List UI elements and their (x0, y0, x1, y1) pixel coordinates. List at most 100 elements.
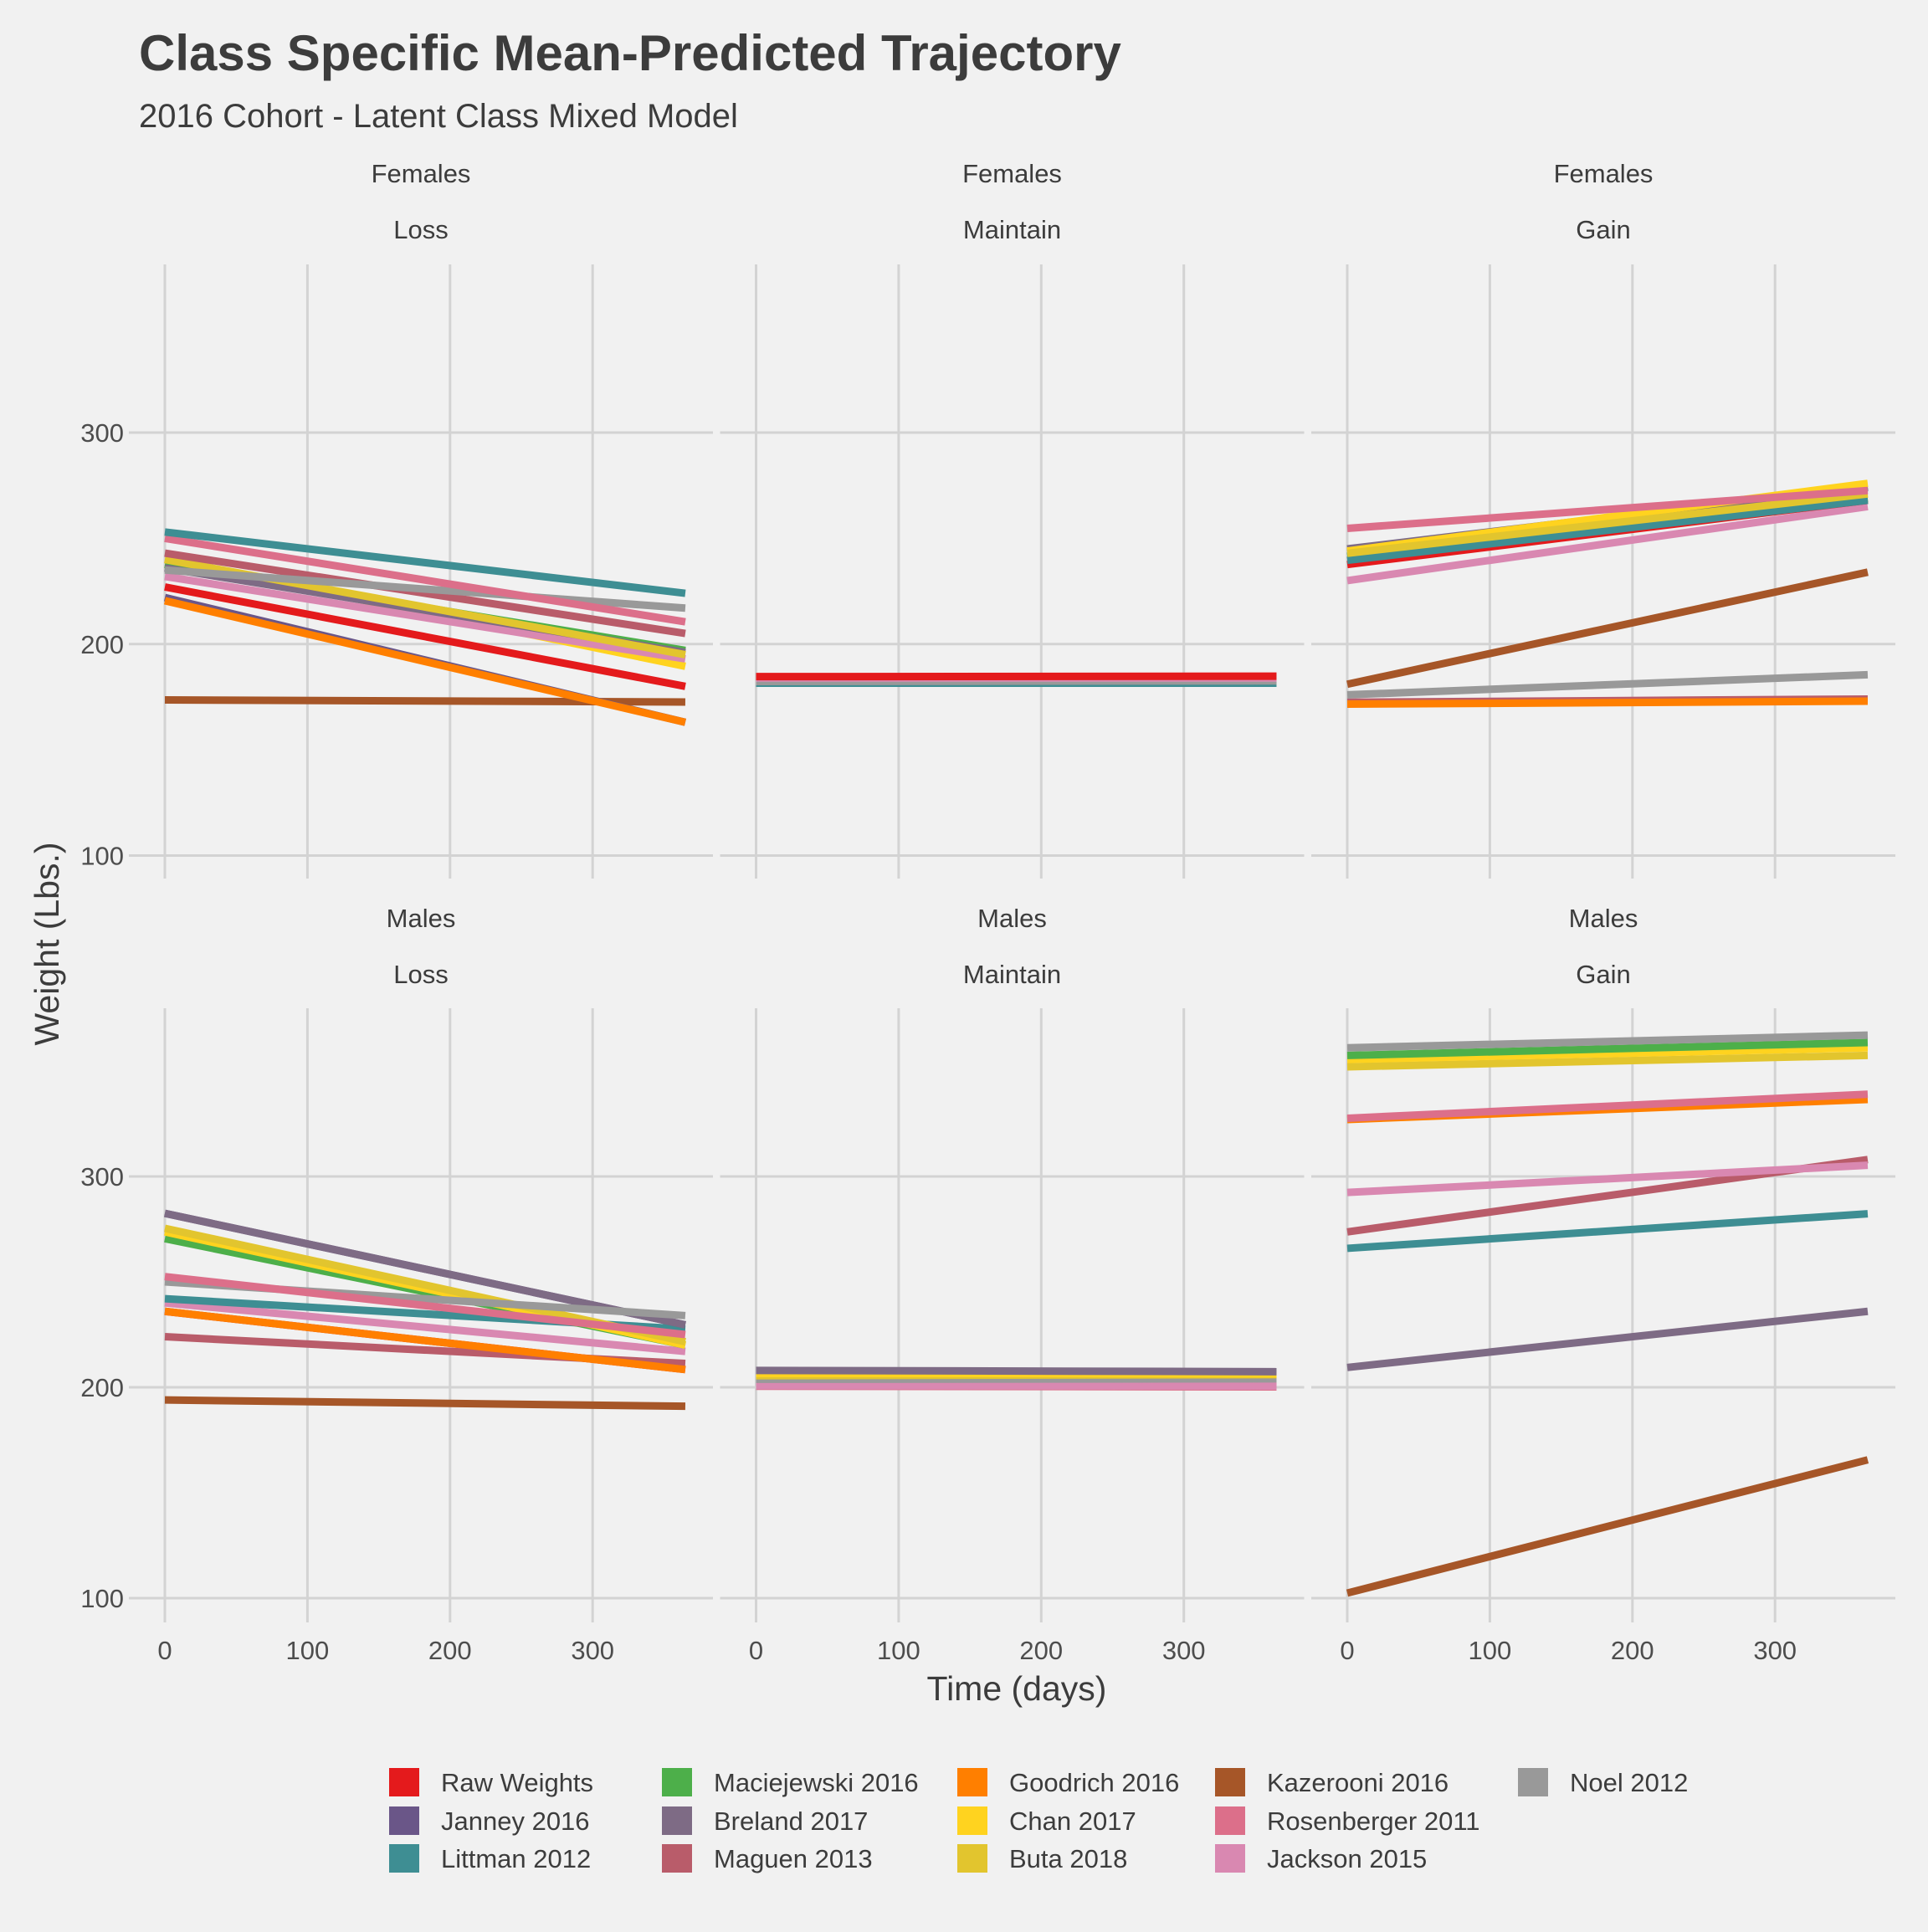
legend-item: Maguen 2013 (662, 1844, 873, 1873)
panel-males-gain: Males Gain 0 100 200 300 (1311, 904, 1895, 1665)
series-line-littman-2012 (1346, 496, 1869, 565)
legend-key (957, 1806, 987, 1835)
y-tick-label: 300 (80, 1162, 124, 1191)
legend-label: Maciejewski 2016 (714, 1768, 919, 1797)
strip-label-trajectory: Gain (1576, 215, 1630, 244)
legend-key (389, 1844, 419, 1873)
series-line-rosenberger-2011 (1346, 1090, 1869, 1122)
series-line-noel-2012 (164, 566, 686, 612)
x-tick-label: 200 (1611, 1636, 1654, 1665)
legend-label: Kazerooni 2016 (1267, 1768, 1449, 1797)
legend-item: Kazerooni 2016 (1215, 1768, 1449, 1797)
legend-item: Goodrich 2016 (957, 1768, 1179, 1797)
chart-title: Class Specific Mean-Predicted Trajectory (139, 25, 1121, 81)
series-line-jackson-2015 (164, 572, 686, 663)
legend-item: Littman 2012 (389, 1844, 591, 1873)
series-line-jackson-2015 (164, 1299, 686, 1355)
x-tick-label: 200 (1019, 1636, 1063, 1665)
series-line-littman-2012 (1346, 1210, 1869, 1253)
x-tick-label: 300 (1162, 1636, 1206, 1665)
series-line-rosenberger-2011 (164, 534, 686, 626)
series-line-chan-2017 (1346, 1043, 1869, 1063)
legend-label: Maguen 2013 (714, 1844, 873, 1873)
series-line-noel-2012 (1346, 1031, 1869, 1052)
strip-label-sex: Males (1569, 904, 1638, 933)
legend-label: Breland 2017 (714, 1806, 868, 1836)
legend-label: Noel 2012 (1570, 1768, 1688, 1797)
legend-key (389, 1768, 419, 1796)
legend-item: Breland 2017 (662, 1806, 868, 1836)
legend-label: Raw Weights (441, 1768, 593, 1797)
x-tick-label: 0 (749, 1636, 763, 1665)
series-line-jackson-2015 (1346, 503, 1869, 585)
x-tick-label: 200 (428, 1636, 472, 1665)
series-line-kazerooni-2016 (164, 1396, 686, 1411)
x-tick-label: 300 (1753, 1636, 1797, 1665)
series-line-buta-2018 (1346, 489, 1869, 557)
legend-label: Buta 2018 (1009, 1844, 1127, 1873)
legend-key (662, 1806, 692, 1835)
strip-label-sex: Males (387, 904, 456, 933)
strip-label-sex: Females (372, 159, 471, 188)
legend-key (662, 1844, 692, 1873)
series-line-buta-2018 (1346, 1051, 1869, 1071)
legend-key (662, 1768, 692, 1796)
x-tick-label: 300 (571, 1636, 614, 1665)
strip-label-trajectory: Loss (393, 960, 448, 989)
series-line-breland-2017 (756, 1366, 1277, 1376)
x-tick-label: 0 (157, 1636, 172, 1665)
legend-item: Buta 2018 (957, 1844, 1127, 1873)
x-tick-label: 0 (1340, 1636, 1354, 1665)
legend-key (1215, 1806, 1245, 1835)
legend-item: Janney 2016 (389, 1806, 590, 1836)
series-line-raw-weights (164, 583, 686, 690)
legend-item: Rosenberger 2011 (1215, 1806, 1480, 1836)
strip-label-sex: Females (962, 159, 1062, 188)
series-line-goodrich-2016 (164, 1307, 686, 1374)
series-line-littman-2012 (164, 528, 686, 597)
series-line-raw-weights (756, 672, 1277, 681)
series-line-maguen-2013 (164, 549, 686, 638)
strip-label-trajectory: Gain (1576, 960, 1630, 989)
x-tick-label: 100 (1469, 1636, 1512, 1665)
series-line-goodrich-2016 (1346, 697, 1868, 709)
panel-females-loss: Females Loss 100 200 300 (80, 159, 713, 879)
series-line-noel-2012 (1346, 670, 1869, 699)
legend-key (1215, 1768, 1245, 1796)
legend-label: Rosenberger 2011 (1267, 1806, 1480, 1836)
legend: Raw Weights Janney 2016 Littman 2012 Maciej… (389, 1768, 1688, 1873)
legend-key (389, 1806, 419, 1835)
series-line-rosenberger-2011 (1346, 486, 1869, 532)
y-tick-label: 200 (80, 630, 124, 659)
y-tick-label: 300 (80, 418, 124, 448)
series-line-breland-2017 (1346, 1307, 1869, 1371)
legend-item: Jackson 2015 (1215, 1844, 1427, 1873)
series-line-jackson-2015 (1346, 1161, 1869, 1197)
panel-males-maintain: Males Maintain 0 100 200 300 (720, 904, 1305, 1665)
panel-males-loss: Males Loss 100 200 300 0 100 200 300 (80, 904, 713, 1665)
legend-label: Janney 2016 (441, 1806, 590, 1836)
legend-item: Maciejewski 2016 (662, 1768, 919, 1797)
series-line-goodrich-2016 (163, 597, 686, 726)
legend-item: Noel 2012 (1518, 1768, 1688, 1797)
strip-label-sex: Males (977, 904, 1047, 933)
series-line-rosenberger-2011 (164, 1273, 686, 1339)
legend-key (1215, 1844, 1245, 1873)
legend-item: Chan 2017 (957, 1806, 1136, 1836)
y-tick-label: 100 (80, 842, 124, 871)
legend-key (957, 1768, 987, 1796)
x-axis-title: Time (days) (927, 1669, 1107, 1708)
y-tick-label: 100 (80, 1584, 124, 1613)
legend-label: Goodrich 2016 (1009, 1768, 1179, 1797)
legend-key (957, 1844, 987, 1873)
x-tick-label: 100 (286, 1636, 330, 1665)
chart-subtitle: 2016 Cohort - Latent Class Mixed Model (139, 98, 738, 135)
strip-label-trajectory: Loss (393, 215, 448, 244)
y-axis-title: Weight (Lbs.) (28, 842, 66, 1045)
panel-females-maintain: Females Maintain (720, 159, 1305, 879)
strip-label-sex: Females (1554, 159, 1654, 188)
legend-label: Chan 2017 (1009, 1806, 1136, 1836)
legend-item: Raw Weights (389, 1768, 593, 1797)
